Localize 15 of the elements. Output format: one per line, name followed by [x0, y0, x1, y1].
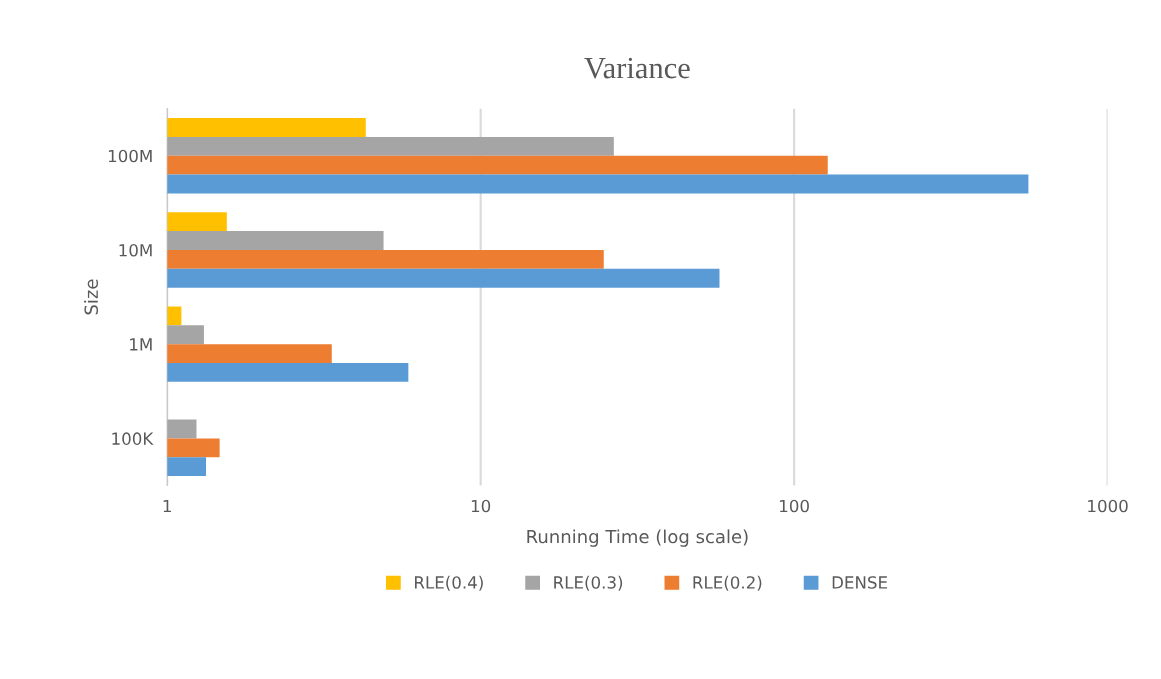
x-tick-label: 100: [780, 499, 809, 513]
x-tick-label: 1000: [1088, 499, 1128, 513]
legend-label: RLE(0.2): [693, 575, 762, 591]
y-tick-label: 100M: [108, 149, 152, 163]
y-tick-label: 100K: [112, 432, 154, 445]
y-tick-label: 10M: [119, 243, 152, 257]
x-tick-label: 1: [163, 499, 171, 513]
y-axis-title: Size: [84, 279, 99, 315]
y-tick-label: 1M: [130, 338, 152, 351]
x-tick-label: 10: [471, 499, 491, 513]
legend-label: RLE(0.4): [415, 575, 483, 591]
legend-label: DENSE: [832, 576, 887, 589]
chart-title: Variance: [584, 57, 690, 79]
legend-label: RLE(0.3): [554, 575, 623, 591]
x-axis-title: Running Time (log scale): [527, 529, 748, 547]
